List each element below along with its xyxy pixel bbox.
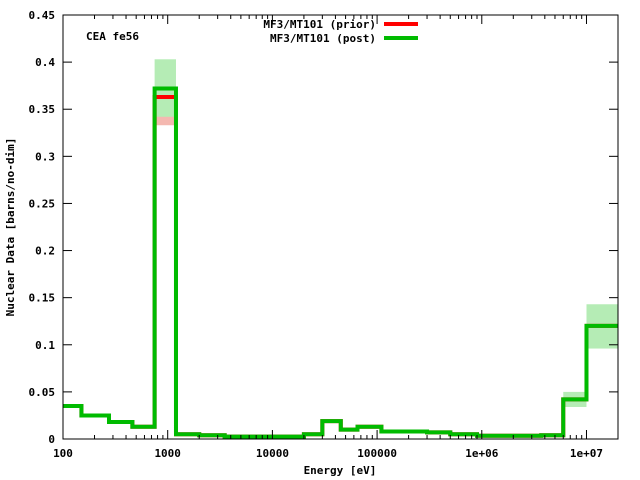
y-tick-label-6: 0.3 xyxy=(35,150,55,163)
y-tick-label-4: 0.2 xyxy=(35,245,55,258)
y-tick-label-9: 0.45 xyxy=(29,9,56,22)
x-tick-label-2: 10000 xyxy=(256,447,289,460)
x-tick-label-4: 1e+06 xyxy=(465,447,498,460)
x-tick-label-1: 1000 xyxy=(154,447,181,460)
x-tick-label-3: 100000 xyxy=(357,447,397,460)
y-tick-label-3: 0.15 xyxy=(29,292,56,305)
y-tick-label-5: 0.25 xyxy=(29,197,56,210)
chart-annotation: CEA fe56 xyxy=(86,30,139,43)
y-tick-label-7: 0.35 xyxy=(29,103,56,116)
series-line-0 xyxy=(63,94,618,439)
y-axis-label: Nuclear Data [barns/no-dim] xyxy=(4,138,17,317)
uncertainty-bands xyxy=(154,59,618,407)
plot-frame xyxy=(62,14,619,440)
legend-label-1: MF3/MT101 (post) xyxy=(270,32,376,45)
legend-label-0: MF3/MT101 (prior) xyxy=(263,18,376,31)
y-tick-label-2: 0.1 xyxy=(35,339,55,352)
x-axis-ticks: 100 1000 10000 100000 1e+06 1e+07 xyxy=(53,15,619,460)
series-lines xyxy=(63,86,618,439)
y-tick-label-0: 0 xyxy=(48,433,55,446)
legend: MF3/MT101 (prior)MF3/MT101 (post) xyxy=(263,18,418,45)
y-axis-ticks: 0 0.05 0.1 0.15 0.2 0.25 0.3 0.35 0.4 0.45 xyxy=(29,9,618,446)
y-tick-label-1: 0.05 xyxy=(29,386,56,399)
x-tick-label-0: 100 xyxy=(53,447,73,460)
y-tick-label-8: 0.4 xyxy=(35,56,55,69)
x-axis-label: Energy [eV] xyxy=(304,464,377,477)
series-line-1 xyxy=(63,86,618,439)
x-tick-label-5: 1e+07 xyxy=(570,447,603,460)
